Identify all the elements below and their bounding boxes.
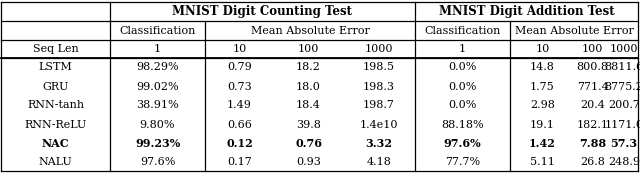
Text: 0.76: 0.76 bbox=[295, 138, 322, 149]
Text: 198.3: 198.3 bbox=[363, 81, 395, 92]
Text: Seq Len: Seq Len bbox=[33, 44, 78, 54]
Text: 100: 100 bbox=[298, 44, 319, 54]
Text: 0.73: 0.73 bbox=[227, 81, 252, 92]
Text: Classification: Classification bbox=[424, 26, 500, 35]
Text: 19.1: 19.1 bbox=[530, 119, 555, 129]
Text: 20.4: 20.4 bbox=[580, 100, 605, 110]
Text: 1.75: 1.75 bbox=[530, 81, 555, 92]
Text: 1.42: 1.42 bbox=[529, 138, 556, 149]
Text: 97.6%: 97.6% bbox=[140, 157, 175, 167]
Text: 39.8: 39.8 bbox=[296, 119, 321, 129]
Text: 18.2: 18.2 bbox=[296, 62, 321, 73]
Text: 771.4: 771.4 bbox=[577, 81, 609, 92]
Text: 3.32: 3.32 bbox=[365, 138, 392, 149]
Text: 1000: 1000 bbox=[610, 44, 638, 54]
Text: 198.7: 198.7 bbox=[363, 100, 395, 110]
Text: 99.02%: 99.02% bbox=[136, 81, 179, 92]
Text: 1: 1 bbox=[459, 44, 466, 54]
Text: 0.0%: 0.0% bbox=[448, 81, 477, 92]
Text: 182.1: 182.1 bbox=[577, 119, 609, 129]
Text: 14.8: 14.8 bbox=[530, 62, 555, 73]
Text: 0.0%: 0.0% bbox=[448, 62, 477, 73]
Text: NAC: NAC bbox=[42, 138, 69, 149]
Text: 0.17: 0.17 bbox=[227, 157, 252, 167]
Text: 100: 100 bbox=[582, 44, 603, 54]
Text: GRU: GRU bbox=[42, 81, 68, 92]
Text: 198.5: 198.5 bbox=[363, 62, 395, 73]
Text: Mean Absolute Error: Mean Absolute Error bbox=[515, 26, 634, 35]
Text: 248.9: 248.9 bbox=[608, 157, 640, 167]
Text: MNIST Digit Addition Test: MNIST Digit Addition Test bbox=[438, 5, 614, 18]
Text: 18.4: 18.4 bbox=[296, 100, 321, 110]
Text: 0.0%: 0.0% bbox=[448, 100, 477, 110]
Text: RNN-ReLU: RNN-ReLU bbox=[24, 119, 86, 129]
Text: 0.93: 0.93 bbox=[296, 157, 321, 167]
Text: 0.66: 0.66 bbox=[227, 119, 252, 129]
Text: 77.7%: 77.7% bbox=[445, 157, 480, 167]
Text: Mean Absolute Error: Mean Absolute Error bbox=[251, 26, 369, 35]
Text: NALU: NALU bbox=[38, 157, 72, 167]
Text: 7.88: 7.88 bbox=[579, 138, 606, 149]
Text: 1171.0: 1171.0 bbox=[605, 119, 640, 129]
Text: 2.98: 2.98 bbox=[530, 100, 555, 110]
Text: 26.8: 26.8 bbox=[580, 157, 605, 167]
Text: 1.49: 1.49 bbox=[227, 100, 252, 110]
Text: 1.4e10: 1.4e10 bbox=[360, 119, 398, 129]
Text: 1000: 1000 bbox=[365, 44, 393, 54]
Text: RNN-tanh: RNN-tanh bbox=[27, 100, 84, 110]
Text: 98.29%: 98.29% bbox=[136, 62, 179, 73]
Text: 8811.6: 8811.6 bbox=[604, 62, 640, 73]
Text: 200.7: 200.7 bbox=[608, 100, 640, 110]
Text: 5.11: 5.11 bbox=[530, 157, 555, 167]
Text: 57.3: 57.3 bbox=[611, 138, 637, 149]
Text: 8775.2: 8775.2 bbox=[605, 81, 640, 92]
Text: 10: 10 bbox=[536, 44, 550, 54]
Text: 1: 1 bbox=[154, 44, 161, 54]
Text: MNIST Digit Counting Test: MNIST Digit Counting Test bbox=[173, 5, 353, 18]
Text: 99.23%: 99.23% bbox=[135, 138, 180, 149]
Text: LSTM: LSTM bbox=[38, 62, 72, 73]
Text: 10: 10 bbox=[232, 44, 246, 54]
Text: 97.6%: 97.6% bbox=[444, 138, 481, 149]
Text: 0.12: 0.12 bbox=[226, 138, 253, 149]
Text: 800.8: 800.8 bbox=[577, 62, 609, 73]
Text: 38.91%: 38.91% bbox=[136, 100, 179, 110]
Text: 18.0: 18.0 bbox=[296, 81, 321, 92]
Text: 88.18%: 88.18% bbox=[441, 119, 484, 129]
Text: 4.18: 4.18 bbox=[367, 157, 392, 167]
Text: 0.79: 0.79 bbox=[227, 62, 252, 73]
Text: Classification: Classification bbox=[119, 26, 196, 35]
Text: 9.80%: 9.80% bbox=[140, 119, 175, 129]
